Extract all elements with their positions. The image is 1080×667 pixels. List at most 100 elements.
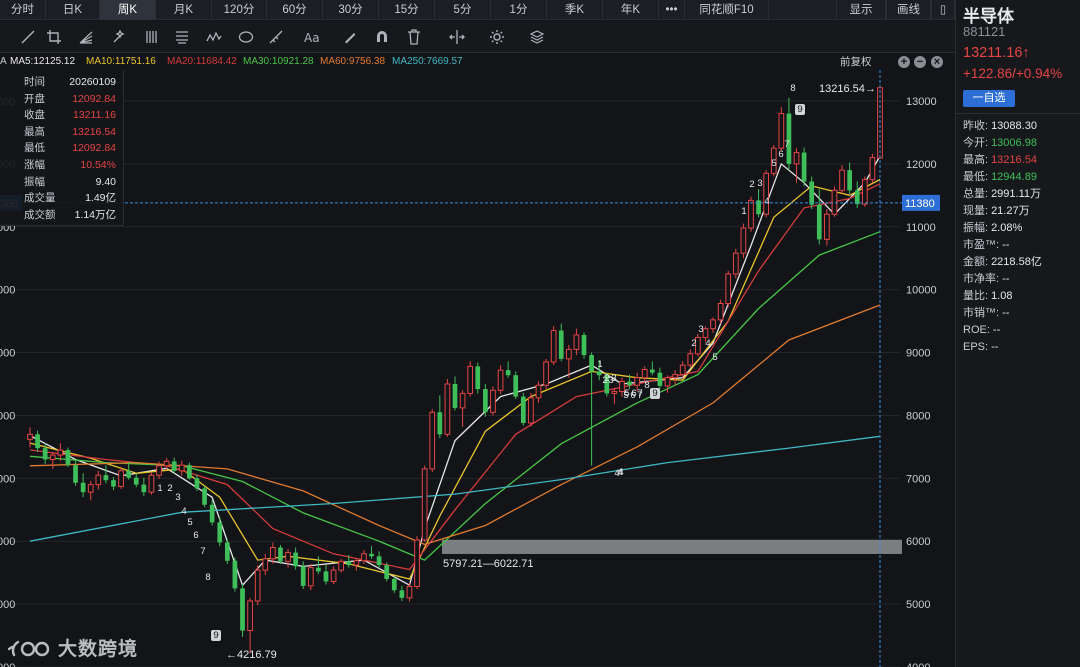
adjust-mode-select[interactable]: 前复权 [840,56,872,68]
candle-body [649,369,655,373]
tab-8[interactable]: 5分 [435,0,491,20]
candle-body [156,465,162,476]
candle-body [133,477,139,485]
info-value: 13216.54 [72,125,116,138]
quote-stat-row: 市净率: -- [963,271,1078,288]
bars-tool-icon[interactable] [142,28,162,46]
tab-5[interactable]: 60分 [267,0,323,20]
td-count-label: 3 [175,492,180,503]
brush-tool-icon[interactable] [340,28,360,46]
candle-body [126,470,132,478]
close-icon[interactable]: × [931,56,943,68]
quote-stat-row: 市销™: -- [963,305,1078,322]
candle-body [786,113,792,164]
low-price-label: ←4216.79 [226,649,277,661]
info-row: 收盘 13211.16 [24,107,116,123]
candle-body [338,560,345,571]
split-tool-icon[interactable] [447,28,467,46]
quote-stat-label: 量比: [963,290,989,302]
candle-body [254,569,261,602]
ma-legend-item: MA60:9756.38 [320,56,386,67]
divider [956,113,1080,114]
info-row: 振幅 9.40 [24,174,116,190]
draw-line-button[interactable]: 画线 [886,0,931,20]
display-menu-button[interactable]: 显示 [836,0,886,20]
add-watchlist-button[interactable]: 一自选 [963,90,1015,107]
candle-body [550,330,557,363]
tab-3[interactable]: 月K [156,0,212,20]
candle-body [141,484,147,493]
candle-body [695,336,701,355]
candle-body [497,369,504,391]
candle-body [702,328,709,338]
candle-body [27,433,33,440]
quote-stat-label: 市净率: [963,273,1000,285]
line-tool-icon[interactable] [18,28,38,46]
trash-icon[interactable] [404,28,424,46]
candle-body [725,273,732,305]
zoom-in-icon[interactable]: + [898,56,910,68]
panel-toggle-button[interactable]: ▯ [931,0,955,20]
channel-tool-icon[interactable] [172,28,192,46]
candle-body [793,152,800,165]
td-count-label: 7 [784,139,789,150]
measure-tool-icon[interactable] [266,28,286,46]
tab-12[interactable]: ••• [659,0,685,20]
candle-body [118,470,124,488]
quote-stat-row: EPS: -- [963,339,1078,356]
magic-tool-icon[interactable] [110,28,130,46]
ma-legend-item: MA250:7669.57 [392,56,463,67]
quote-stat-row: 现量: 21.27万 [963,203,1078,220]
y-tick-label-left: 000 [0,410,15,422]
wave-tool-icon[interactable] [204,28,224,46]
candle-body [300,566,306,586]
quote-sidebar: 半导体 881121 13211.16↑ +122.86/+0.94% 一自选 … [955,0,1080,667]
settings-gear-icon[interactable] [487,28,507,46]
tab-9[interactable]: 1分 [491,0,547,20]
quote-stat-label: 金额: [963,256,989,268]
candle-body [505,370,511,376]
crop-tool-icon[interactable] [44,28,64,46]
tab-4[interactable]: 120分 [212,0,267,20]
candle-body [87,484,94,493]
tab-1[interactable]: 日K [46,0,100,20]
info-value: 12092.84 [72,92,116,105]
candle-body [232,560,238,589]
text-tool-icon[interactable]: Aa [302,28,322,46]
svg-text:Aa: Aa [304,31,320,45]
tab-7[interactable]: 15分 [379,0,435,20]
tab-6[interactable]: 30分 [323,0,379,20]
tab-2[interactable]: 周K [100,0,156,20]
td-count-label: 6 [631,388,636,399]
tab-10[interactable]: 季K [547,0,603,20]
candle-body [809,181,815,205]
quote-stat-label: 市销™: [963,307,1000,319]
quote-stat-value: -- [1002,307,1010,319]
quote-stat-value: 2218.58亿 [991,256,1042,268]
tab-13[interactable]: 同花顺F10 [685,0,769,20]
quote-stat-value: 2.08% [991,222,1023,234]
fan-tool-icon[interactable] [76,28,96,46]
candle-body [240,588,245,631]
layers-icon[interactable] [527,28,547,46]
tab-11[interactable]: 年K [603,0,659,20]
quote-stat-label: 现量: [963,205,989,217]
candlestick-chart[interactable]: 1300000012000000110000001000000090000008… [0,70,955,667]
candle-body [748,199,754,229]
td-count-label: 5 [624,388,629,399]
quote-stat-value: 13006.98 [991,137,1037,149]
info-value: 9.40 [95,175,116,188]
candle-body [710,319,716,330]
td-count-label: 5 [623,390,628,401]
ellipse-tool-icon[interactable] [236,28,256,46]
ma-legend-item: A [0,56,7,67]
zoom-out-icon[interactable]: − [914,56,926,68]
quote-stat-value: -- [1002,273,1010,285]
quote-stat-value: -- [1002,239,1010,251]
candle-body [73,465,78,483]
tab-0[interactable]: 分时 [0,0,46,20]
magnet-tool-icon[interactable] [372,28,392,46]
candle-body [57,449,64,456]
last-price: 13211.16↑ [963,45,1030,61]
ma-legend-item: MA5:12125.12 [10,56,76,67]
